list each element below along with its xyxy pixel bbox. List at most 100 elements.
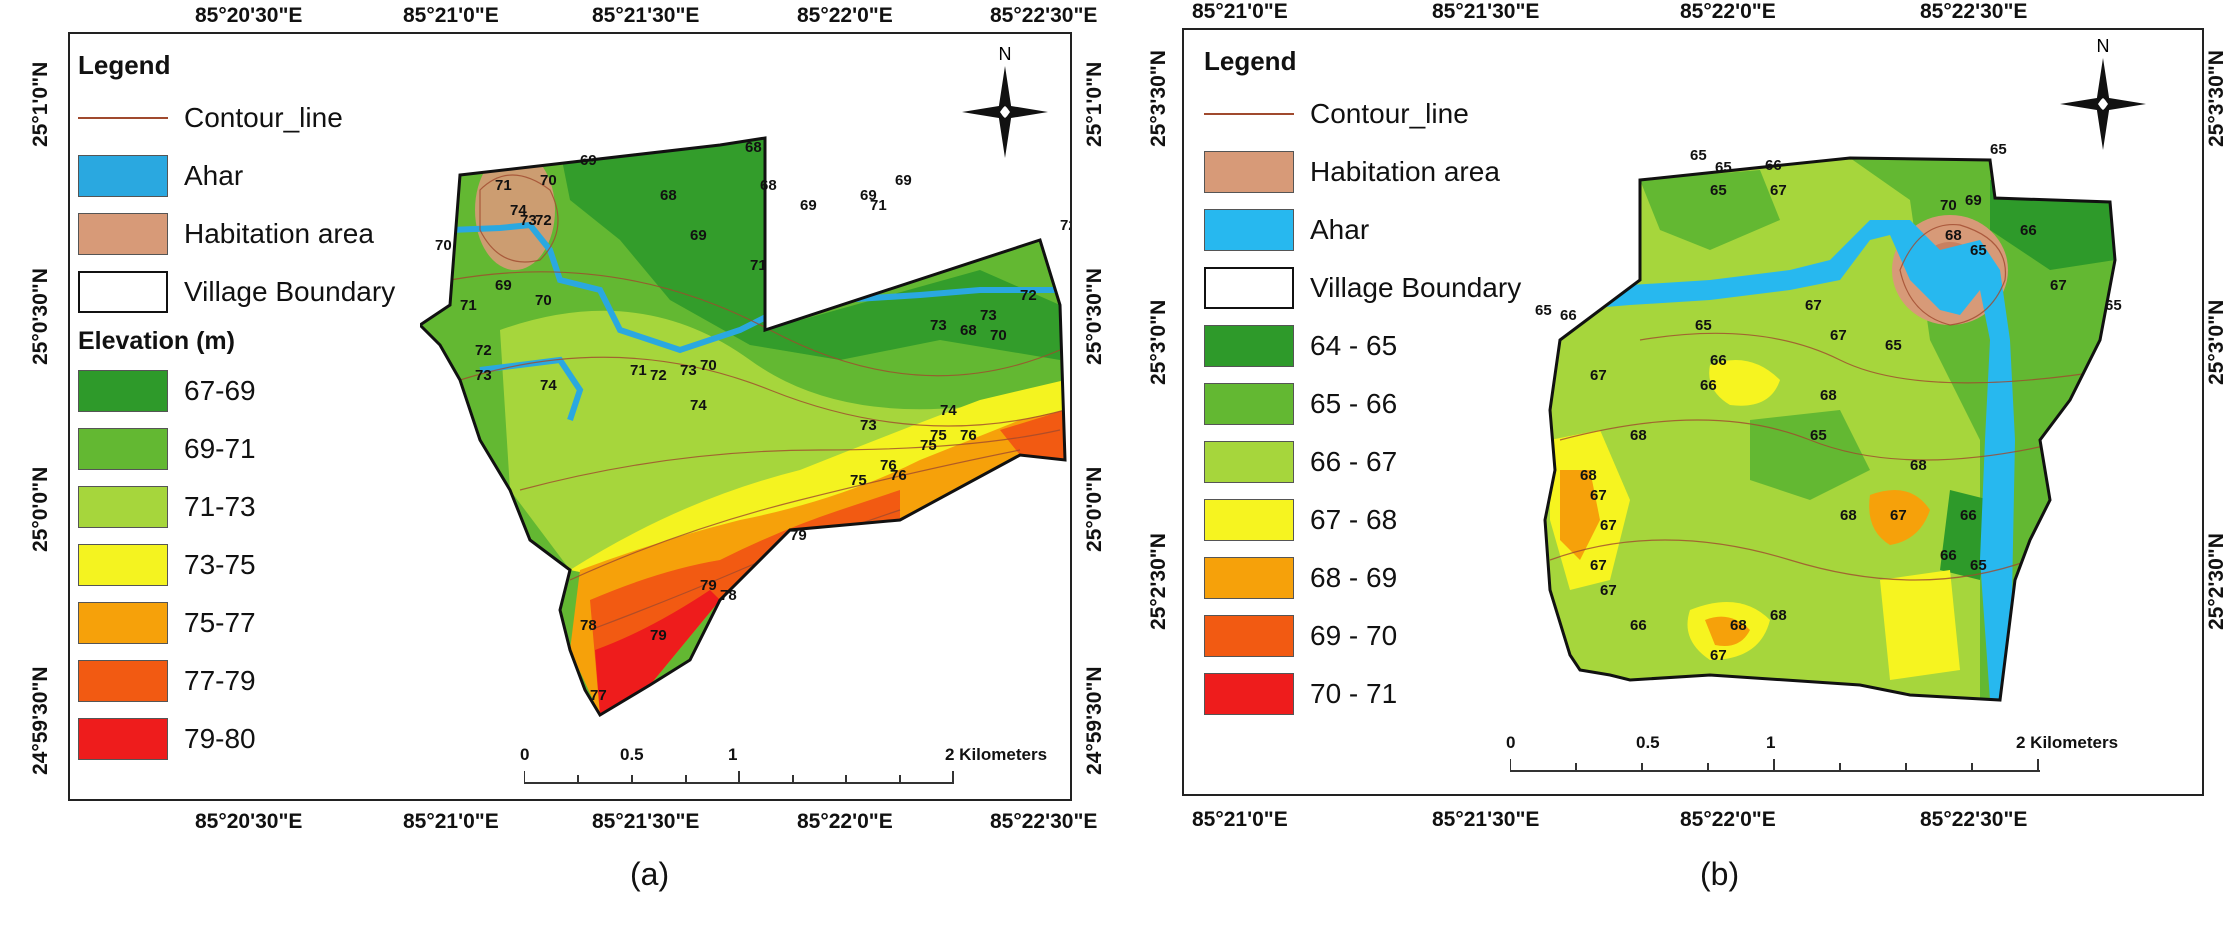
- elevation-label: 68 - 69: [1310, 562, 1398, 593]
- contour-label: 78: [580, 617, 597, 634]
- legend-swatch: [78, 271, 168, 313]
- legend-item: Ahar: [78, 147, 395, 205]
- legend-label: Ahar: [1310, 214, 1370, 245]
- elevation-map-b: 65 65 65 66 65 67 70 69 68 65 66 67 65 65 66 65 67 67 65 67…: [1535, 141, 2122, 702]
- left-tick: 25°3'0"N: [1147, 299, 1170, 385]
- right-tick: 25°3'30"N: [2205, 50, 2226, 147]
- contour-label: 66: [1710, 352, 1727, 369]
- contour-label: 72: [1060, 217, 1070, 234]
- contour-label: 67: [1590, 557, 1607, 574]
- top-tick: 85°22'0"E: [797, 4, 893, 27]
- contour-label: 65: [1810, 427, 1827, 444]
- elevation-swatch: [78, 544, 168, 586]
- contour-label: 73: [680, 362, 697, 379]
- top-tick: 85°20'30"E: [195, 4, 303, 27]
- contour-label: 69: [800, 197, 817, 214]
- elevation-swatch: [1204, 383, 1294, 425]
- legend-item: Village Boundary: [1204, 259, 1521, 317]
- elevation-swatch: [78, 370, 168, 412]
- contour-label: 68: [1840, 507, 1857, 524]
- top-tick: 85°21'0"E: [403, 4, 499, 27]
- legend-swatch: [1204, 113, 1294, 115]
- contour-label: 67: [1770, 182, 1787, 199]
- elevation-class: 77-79: [78, 652, 395, 710]
- contour-label: 75: [920, 437, 937, 454]
- contour-label: 69: [580, 152, 597, 169]
- elevation-swatch: [78, 660, 168, 702]
- elevation-class: 67 - 68: [1204, 491, 1521, 549]
- contour-label: 70: [990, 327, 1007, 344]
- map-panel-b: 85°21'0"E 85°21'30"E 85°22'0"E 85°22'30"…: [1140, 0, 2226, 935]
- contour-label: 74: [690, 397, 707, 414]
- scale-bar-a: 0 0.5 1 2 Kilometers: [520, 745, 1048, 784]
- contour-label: 68: [1630, 427, 1647, 444]
- elevation-swatch: [1204, 673, 1294, 715]
- contour-label: 66: [1940, 547, 1957, 564]
- contour-label: 69: [690, 227, 707, 244]
- bottom-tick: 85°22'0"E: [797, 810, 893, 833]
- elevation-label: 69-71: [184, 433, 256, 464]
- contour-label: 72: [535, 212, 552, 229]
- top-tick: 85°22'0"E: [1680, 0, 1776, 23]
- bottom-tick: 85°20'30"E: [195, 810, 303, 833]
- contour-label: 72: [1020, 287, 1037, 304]
- elevation-label: 71-73: [184, 491, 256, 522]
- north-arrow-icon: N: [2060, 36, 2146, 150]
- bottom-tick: 85°21'0"E: [403, 810, 499, 833]
- legend-item: Habitation area: [1204, 143, 1521, 201]
- north-arrow-icon: N: [962, 44, 1048, 158]
- contour-label: 71: [630, 362, 647, 379]
- right-tick: 25°1'0"N: [1083, 61, 1106, 147]
- contour-label: 74: [510, 202, 527, 219]
- elevation-class: 69-71: [78, 420, 395, 478]
- contour-label: 68: [1580, 467, 1597, 484]
- contour-label: 65: [1885, 337, 1902, 354]
- elevation-label: 64 - 65: [1310, 330, 1398, 361]
- contour-label: 79: [700, 577, 717, 594]
- legend-a: Legend Contour_line Ahar Habitation area Vi…: [78, 50, 395, 768]
- contour-label: 65: [1695, 317, 1712, 334]
- contour-label: 75: [930, 427, 947, 444]
- contour-label: 68: [1730, 617, 1747, 634]
- right-tick: 25°3'0"N: [2205, 299, 2226, 385]
- contour-label: 67: [1805, 297, 1822, 314]
- contour-label: 65: [2105, 297, 2122, 314]
- contour-label: 71: [870, 197, 887, 214]
- contour-label: 67: [1830, 327, 1847, 344]
- contour-label: 75: [850, 472, 867, 489]
- legend-swatch: [1204, 209, 1294, 251]
- contour-label: 70: [700, 357, 717, 374]
- contour-label: 66: [1765, 157, 1782, 174]
- left-tick: 25°1'0"N: [29, 61, 52, 147]
- contour-label: 68: [1910, 457, 1927, 474]
- bottom-tick: 85°21'30"E: [592, 810, 700, 833]
- top-tick: 85°22'30"E: [1920, 0, 2028, 23]
- contour-label: 73: [930, 317, 947, 334]
- contour-label: 70: [535, 292, 552, 309]
- elevation-swatch: [1204, 499, 1294, 541]
- contour-label: 76: [960, 427, 977, 444]
- contour-label: 69: [860, 187, 877, 204]
- contour-label: 78: [720, 587, 737, 604]
- elevation-class: 70 - 71: [1204, 665, 1521, 723]
- elevation-label: 73-75: [184, 549, 256, 580]
- left-tick: 25°3'30"N: [1147, 50, 1170, 147]
- elevation-label: 75-77: [184, 607, 256, 638]
- contour-label: 76: [880, 457, 897, 474]
- contour-label: 67: [1600, 517, 1617, 534]
- svg-text:N: N: [999, 44, 1012, 64]
- contour-label: 76: [890, 467, 907, 484]
- legend-label: Contour_line: [184, 102, 343, 133]
- contour-label: 67: [1710, 647, 1727, 664]
- legend-b: Legend Contour_line Habitation area Ahar Vi…: [1204, 46, 1521, 723]
- contour-label: 73: [980, 307, 997, 324]
- legend-label: Habitation area: [1310, 156, 1500, 187]
- contour-label: 70: [1940, 197, 1957, 214]
- contour-label: 65: [1715, 159, 1732, 176]
- top-tick: 85°22'30"E: [990, 4, 1098, 27]
- contour-label: 73: [520, 212, 537, 229]
- top-tick: 85°21'30"E: [1432, 0, 1540, 23]
- elevation-swatch: [1204, 325, 1294, 367]
- legend-label: Contour_line: [1310, 98, 1469, 129]
